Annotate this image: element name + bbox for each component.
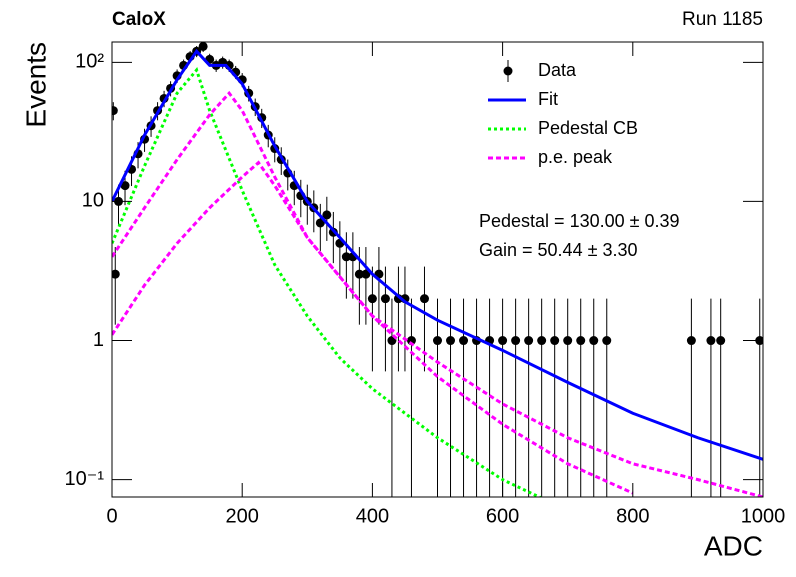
legend-label: Data	[538, 60, 577, 80]
data-point	[511, 336, 521, 346]
x-axis-label: ADC	[704, 530, 763, 561]
data-point	[361, 269, 371, 279]
plot-area	[112, 42, 763, 497]
frame	[111, 41, 764, 498]
data-point	[112, 269, 120, 279]
data-point	[354, 269, 364, 279]
data-point	[576, 336, 586, 346]
fit-line	[112, 160, 763, 497]
data-point	[706, 336, 716, 346]
data-point	[716, 336, 726, 346]
y-tick-label: 10⁻¹	[65, 468, 105, 490]
annotation: Gain = 50.44 ± 3.30	[479, 240, 638, 260]
data-point	[120, 181, 130, 191]
data-point	[419, 294, 429, 304]
annotation: Pedestal = 130.00 ± 0.39	[479, 211, 680, 231]
data-point	[198, 42, 208, 51]
data-point	[406, 336, 416, 346]
fit-line	[112, 67, 543, 497]
chart-title: CaloX	[112, 9, 166, 30]
data-point	[563, 336, 573, 346]
data-point	[686, 336, 696, 346]
data-point	[524, 336, 534, 346]
fit-line	[112, 48, 763, 461]
fit-line	[112, 90, 634, 495]
legend-label: Pedestal CB	[538, 118, 638, 138]
data-point	[446, 336, 456, 346]
data-point	[367, 294, 377, 304]
data-point	[380, 294, 390, 304]
legend-swatch	[503, 66, 513, 76]
x-tick-label: 800	[616, 505, 649, 527]
data-point	[589, 336, 599, 346]
x-tick-label: 200	[226, 505, 259, 527]
data-point	[315, 218, 325, 228]
data-point	[322, 210, 332, 220]
data-point	[112, 106, 118, 116]
data-point	[550, 336, 560, 346]
y-tick-label: 10²	[75, 51, 104, 73]
y-axis-label: Events	[20, 42, 51, 128]
x-tick-label: 0	[106, 505, 117, 527]
y-tick-label: 1	[93, 329, 104, 351]
data-point	[459, 336, 469, 346]
y-tick-label: 10	[82, 190, 104, 212]
x-tick-label: 400	[356, 505, 389, 527]
x-tick-label: 600	[486, 505, 519, 527]
data-point	[341, 252, 351, 262]
legend-label: Fit	[538, 89, 558, 109]
legend-label: p.e. peak	[538, 147, 613, 167]
data-point	[537, 336, 547, 346]
data-point	[433, 336, 442, 346]
data-point	[602, 336, 612, 346]
chart-subtitle: Run 1185	[682, 9, 763, 30]
x-tick-label: 1000	[741, 505, 786, 527]
data-point	[498, 336, 508, 346]
